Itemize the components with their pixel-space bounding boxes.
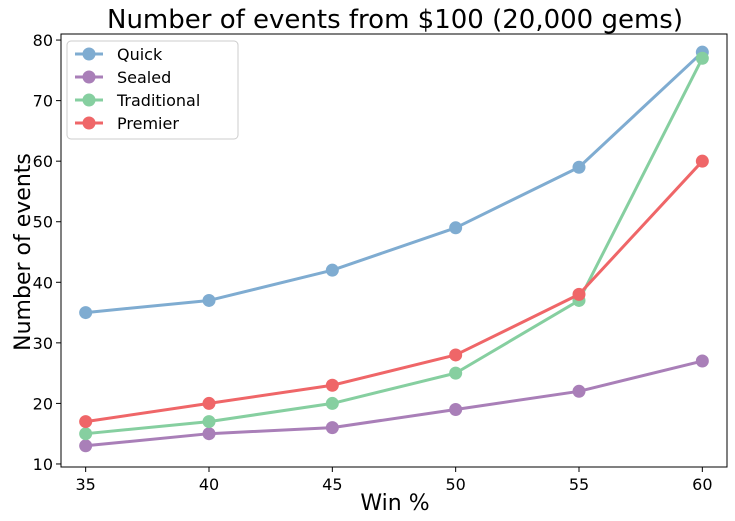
series-sealed <box>79 354 709 453</box>
legend-label: Traditional <box>116 91 200 110</box>
y-tick-label: 60 <box>33 152 53 171</box>
data-point <box>325 421 339 435</box>
data-point <box>449 221 463 235</box>
data-point <box>572 287 586 301</box>
data-point <box>79 439 93 453</box>
x-tick-label: 40 <box>199 475 219 494</box>
data-point <box>695 354 709 368</box>
data-point <box>202 396 216 410</box>
legend-item-premier: Premier <box>75 114 179 133</box>
legend: Quick Sealed Traditional Premier <box>66 40 239 140</box>
legend-box <box>66 40 239 140</box>
legend-marker <box>82 70 96 84</box>
y-tick-label: 40 <box>33 273 53 292</box>
series-line <box>85 160 704 424</box>
data-point <box>325 263 339 277</box>
legend-marker <box>82 93 96 107</box>
x-tick-label: 60 <box>692 475 712 494</box>
series-line <box>85 57 704 436</box>
x-tick-label: 50 <box>445 475 465 494</box>
data-point <box>449 402 463 416</box>
legend-label: Sealed <box>117 68 171 87</box>
series-line <box>85 359 703 448</box>
data-point <box>695 51 709 65</box>
series-quick <box>79 45 709 320</box>
data-point <box>325 378 339 392</box>
data-point <box>79 306 93 320</box>
legend-marker <box>82 116 96 130</box>
data-point <box>202 415 216 429</box>
legend-label: Quick <box>117 45 163 64</box>
x-tick-label: 55 <box>569 475 589 494</box>
x-axis: 35 40 45 50 55 60 <box>75 467 713 494</box>
legend-label: Premier <box>117 114 179 133</box>
y-tick-label: 20 <box>33 394 53 413</box>
data-point <box>202 293 216 307</box>
y-axis: 10 20 30 40 50 60 70 80 <box>33 31 61 474</box>
data-point <box>572 160 586 174</box>
y-tick-label: 50 <box>33 213 53 232</box>
legend-marker <box>82 47 96 61</box>
data-point <box>572 384 586 398</box>
legend-item-traditional: Traditional <box>75 91 200 110</box>
data-point <box>202 427 216 441</box>
legend-item-quick: Quick <box>75 45 163 64</box>
y-tick-label: 70 <box>33 92 53 111</box>
plot-border <box>60 33 728 468</box>
series-line <box>85 51 704 315</box>
y-tick-label: 80 <box>33 31 53 50</box>
data-point <box>695 154 709 168</box>
x-tick-label: 45 <box>322 475 342 494</box>
data-point <box>325 396 339 410</box>
data-point <box>449 366 463 380</box>
y-axis-label: Number of events <box>11 153 36 351</box>
y-tick-label: 30 <box>33 334 53 353</box>
data-point <box>449 348 463 362</box>
x-axis-label: Win % <box>360 491 429 516</box>
series-premier <box>79 154 709 429</box>
data-point <box>79 427 93 441</box>
legend-item-sealed: Sealed <box>75 68 171 87</box>
x-tick-label: 35 <box>75 475 95 494</box>
chart-title: Number of events from $100 (20,000 gems) <box>107 5 683 35</box>
y-tick-label: 10 <box>33 455 53 474</box>
plot-frame <box>60 33 728 468</box>
series-layer <box>79 45 709 453</box>
data-point <box>79 415 93 429</box>
